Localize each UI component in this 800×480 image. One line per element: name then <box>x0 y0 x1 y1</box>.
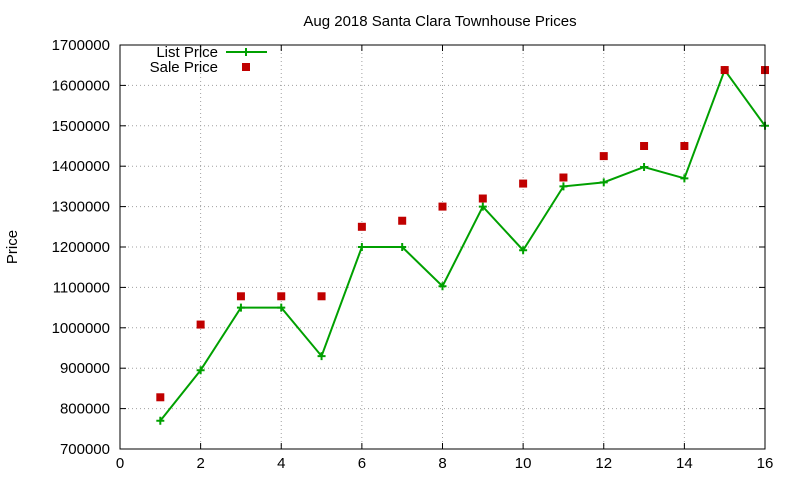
legend-marker-list-price <box>242 48 250 56</box>
list-price-point <box>599 178 608 187</box>
y-tick-label: 800000 <box>60 401 110 418</box>
y-tick-label: 900000 <box>60 360 110 377</box>
list-price-point <box>317 352 326 361</box>
y-axis-label: Price <box>4 230 21 264</box>
sale-price-point <box>519 179 528 188</box>
x-tick-label: 14 <box>676 455 693 472</box>
legend-label-sale-price: Sale Price <box>150 59 218 76</box>
x-tick-label: 2 <box>196 455 204 472</box>
legend-marker-sale-price <box>242 63 250 71</box>
y-tick-label: 1300000 <box>52 199 110 216</box>
sale-price-point <box>317 292 326 301</box>
x-tick-label: 16 <box>757 455 774 472</box>
x-tick-label: 8 <box>438 455 446 472</box>
list-price-series <box>156 66 769 425</box>
sale-price-point <box>680 142 689 150</box>
sale-price-point <box>196 320 205 329</box>
list-price-line <box>159 67 766 422</box>
sale-price-point <box>599 152 608 161</box>
x-tick-labels: 0 2 4 6 8 10 12 14 16 <box>116 455 774 472</box>
list-price-point <box>559 182 568 191</box>
y-tick-label: 1500000 <box>52 118 110 135</box>
y-tick-label: 1100000 <box>53 279 110 296</box>
list-price-point <box>357 243 366 251</box>
sale-price-series <box>156 66 769 402</box>
grid-lines <box>120 45 765 449</box>
list-price-point <box>519 246 528 255</box>
y-tick-label: 1000000 <box>52 320 110 337</box>
legend-label-list-price: List Price <box>156 44 218 61</box>
sale-price-point <box>357 222 366 231</box>
x-tick-label: 6 <box>358 455 366 472</box>
x-tick-label: 12 <box>595 455 612 472</box>
x-tick-label: 0 <box>116 455 124 472</box>
sale-price-point <box>398 216 407 225</box>
data-series <box>156 66 769 425</box>
list-price-point <box>277 303 286 312</box>
sale-price-point <box>277 292 286 301</box>
y-tick-labels: 700000 800000 900000 1000000 1100000 1200000 1… <box>52 37 110 458</box>
sale-price-point <box>559 173 568 182</box>
y-tick-label: 700000 <box>60 441 110 458</box>
x-tick-label: 4 <box>277 455 285 472</box>
sale-price-point <box>438 202 447 211</box>
x-tick-label: 10 <box>515 455 532 472</box>
y-tick-label: 1400000 <box>52 158 110 175</box>
list-price-point <box>640 163 649 172</box>
list-price-point <box>196 366 205 375</box>
sale-price-point <box>640 142 649 150</box>
list-price-point <box>478 202 487 211</box>
y-tick-label: 1600000 <box>52 77 110 94</box>
list-price-point <box>236 303 245 312</box>
sale-price-point <box>236 292 245 301</box>
y-tick-label: 1200000 <box>52 239 110 256</box>
list-price-point <box>156 416 165 425</box>
chart-title: Aug 2018 Santa Clara Townhouse Prices <box>303 13 576 30</box>
sale-price-point <box>156 393 165 402</box>
list-price-point <box>680 174 689 183</box>
plot-frame <box>119 44 766 450</box>
sale-price-point <box>478 194 487 203</box>
sale-price-point <box>720 66 729 75</box>
y-tick-label: 1700000 <box>52 37 110 54</box>
list-price-point <box>438 282 447 291</box>
list-price-point <box>398 243 407 251</box>
